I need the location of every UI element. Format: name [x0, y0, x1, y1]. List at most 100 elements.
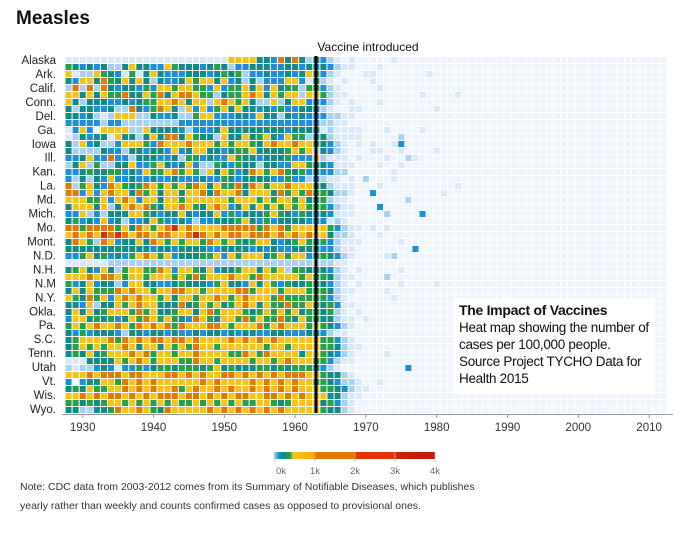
heatmap-cell	[157, 64, 164, 70]
heatmap-cell	[348, 155, 355, 161]
heatmap-cell	[200, 99, 207, 105]
heatmap-cell	[242, 197, 249, 203]
heatmap-cell	[348, 358, 355, 364]
heatmap-cell	[568, 393, 575, 399]
heatmap-cell	[504, 176, 511, 182]
heatmap-cell	[433, 134, 440, 140]
heatmap-cell	[157, 337, 164, 343]
heatmap-cell	[270, 253, 277, 259]
heatmap-cell	[362, 337, 369, 343]
heatmap-cell	[433, 120, 440, 126]
heatmap-cell	[263, 176, 270, 182]
heatmap-cell	[214, 253, 221, 259]
heatmap-cell	[426, 134, 433, 140]
heatmap-cell	[575, 176, 582, 182]
heatmap-cell	[334, 197, 341, 203]
heatmap-cell	[518, 274, 525, 280]
heatmap-cell	[412, 64, 419, 70]
heatmap-cell	[412, 253, 419, 259]
heatmap-cell	[284, 386, 292, 392]
heatmap-cell	[377, 246, 384, 252]
heatmap-cell	[525, 155, 532, 161]
heatmap-cell	[603, 169, 610, 175]
heatmap-cell	[221, 330, 228, 336]
heatmap-cell	[320, 190, 327, 196]
heatmap-cell	[235, 344, 242, 350]
heatmap-cell	[107, 309, 115, 315]
heatmap-cell	[263, 323, 270, 329]
heatmap-cell	[646, 148, 653, 154]
heatmap-cell	[115, 99, 122, 105]
heatmap-cell	[362, 183, 369, 189]
heatmap-cell	[115, 190, 122, 196]
heatmap-cell	[72, 365, 79, 371]
heatmap-cell	[483, 106, 490, 112]
heatmap-cell	[65, 316, 72, 322]
heatmap-cell	[284, 400, 292, 406]
heatmap-cell	[391, 365, 398, 371]
heatmap-cell	[256, 316, 263, 322]
heatmap-cell	[150, 99, 157, 105]
heatmap-cell	[327, 309, 334, 315]
heatmap-cell	[440, 239, 447, 245]
heatmap-cell	[93, 400, 100, 406]
heatmap-cell	[221, 211, 228, 217]
heatmap-cell	[469, 400, 476, 406]
heatmap-cell	[532, 99, 539, 105]
heatmap-cell	[348, 393, 355, 399]
heatmap-cell	[405, 302, 412, 308]
heatmap-cell	[242, 57, 249, 63]
heatmap-cell	[525, 400, 532, 406]
heatmap-cell	[292, 134, 299, 140]
heatmap-cell	[539, 260, 546, 266]
heatmap-cell	[207, 351, 214, 357]
heatmap-cell	[412, 99, 419, 105]
heatmap-cell	[306, 302, 313, 308]
heatmap-cell	[660, 78, 667, 84]
heatmap-cell	[192, 393, 200, 399]
heatmap-cell	[646, 92, 653, 98]
heatmap-cell	[192, 113, 200, 119]
heatmap-cell	[546, 106, 554, 112]
heatmap-cell	[107, 274, 115, 280]
heatmap-cell	[164, 246, 171, 252]
heatmap-cell	[575, 204, 582, 210]
heatmap-cell	[504, 162, 511, 168]
heatmap-cell	[617, 267, 624, 273]
heatmap-cell	[490, 183, 497, 189]
heatmap-cell	[115, 134, 122, 140]
heatmap-cell	[171, 246, 178, 252]
row-label: S.C.	[34, 334, 56, 346]
heatmap-cell	[334, 127, 341, 133]
heatmap-cell	[157, 379, 164, 385]
heatmap-cell	[277, 71, 284, 77]
heatmap-cell	[539, 218, 546, 224]
heatmap-cell	[554, 183, 561, 189]
heatmap-cell	[306, 232, 313, 238]
heatmap-cell	[447, 379, 454, 385]
heatmap-cell	[327, 323, 334, 329]
heatmap-cell	[249, 176, 256, 182]
heatmap-cell	[136, 99, 143, 105]
heatmap-cell	[624, 64, 631, 70]
heatmap-cell	[93, 106, 100, 112]
heatmap-cell	[185, 386, 192, 392]
heatmap-cell	[178, 99, 185, 105]
heatmap-cell	[398, 323, 405, 329]
heatmap-cell	[164, 274, 171, 280]
heatmap-cell	[419, 148, 426, 154]
heatmap-cell	[511, 274, 518, 280]
heatmap-cell	[497, 162, 504, 168]
heatmap-cell	[653, 78, 660, 84]
heatmap-cell	[454, 197, 461, 203]
heatmap-cell	[355, 92, 362, 98]
heatmap-cell	[504, 232, 511, 238]
heatmap-cell	[284, 134, 292, 140]
heatmap-cell	[185, 232, 192, 238]
heatmap-cell	[631, 176, 638, 182]
heatmap-cell	[405, 197, 412, 203]
heatmap-cell	[221, 127, 228, 133]
heatmap-cell	[200, 162, 207, 168]
heatmap-cell	[341, 57, 348, 63]
heatmap-cell	[617, 183, 624, 189]
